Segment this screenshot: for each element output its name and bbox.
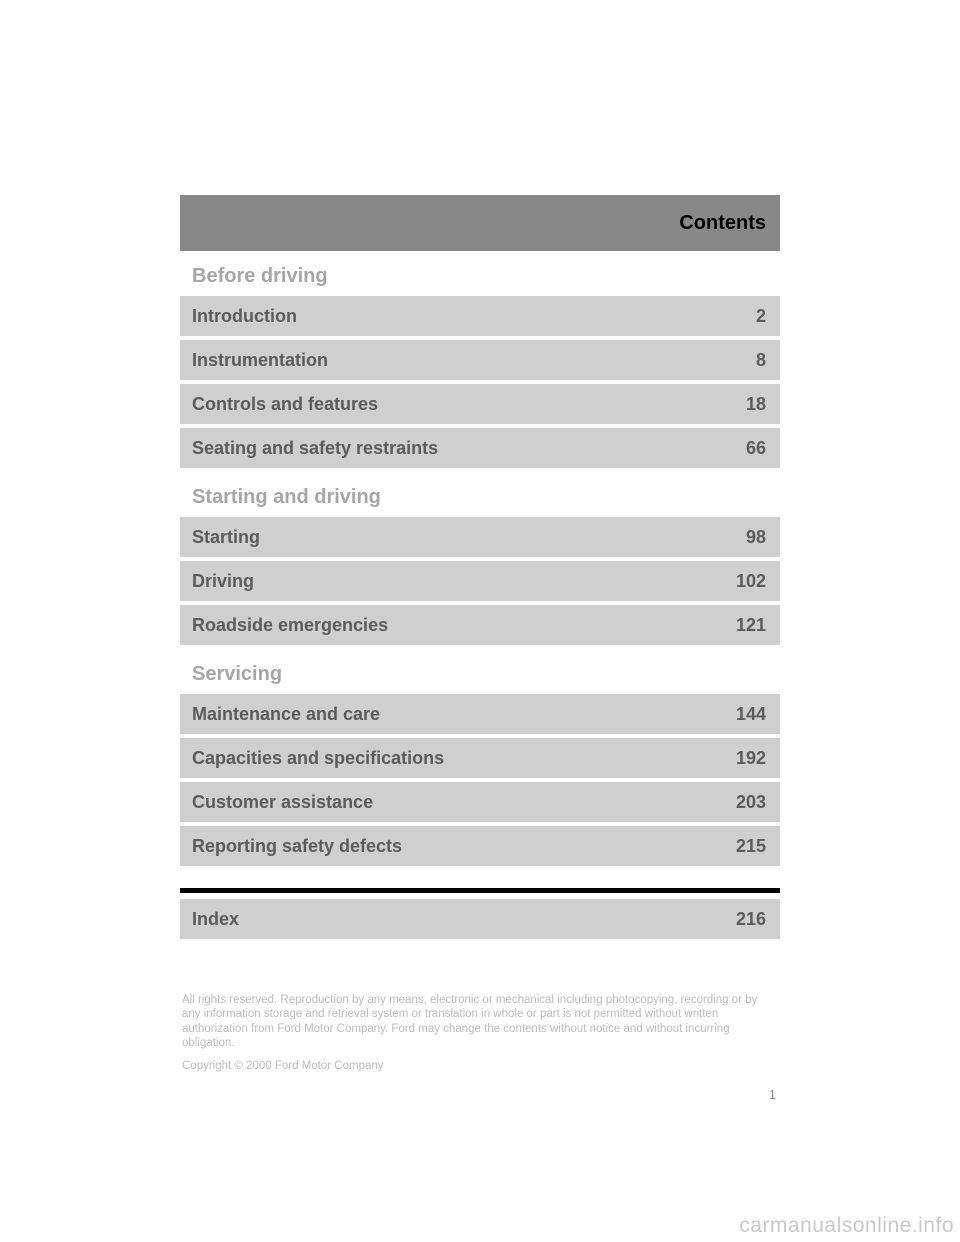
watermark: carmanualsonline.info bbox=[739, 1214, 954, 1238]
toc-label: Controls and features bbox=[192, 394, 378, 415]
title-bar: Contents bbox=[180, 195, 780, 251]
toc-row: Maintenance and care 144 bbox=[180, 694, 780, 738]
section-heading-starting-driving: Starting and driving bbox=[192, 486, 780, 509]
toc-page: 215 bbox=[736, 836, 766, 857]
toc-label: Introduction bbox=[192, 306, 297, 327]
legal-copyright: Copyright © 2000 Ford Motor Company bbox=[182, 1059, 778, 1073]
toc-label: Index bbox=[192, 909, 239, 930]
toc-row: Driving 102 bbox=[180, 561, 780, 605]
toc-page: 2 bbox=[756, 306, 766, 327]
toc-row: Seating and safety restraints 66 bbox=[180, 428, 780, 472]
toc-label: Maintenance and care bbox=[192, 704, 380, 725]
toc-label: Driving bbox=[192, 571, 254, 592]
toc-label: Roadside emergencies bbox=[192, 615, 388, 636]
toc-row: Customer assistance 203 bbox=[180, 782, 780, 826]
contents-page: Contents Before driving Introduction 2 I… bbox=[180, 195, 780, 1102]
toc-page: 66 bbox=[746, 438, 766, 459]
toc-row: Controls and features 18 bbox=[180, 384, 780, 428]
section-heading-servicing: Servicing bbox=[192, 663, 780, 686]
toc-label: Instrumentation bbox=[192, 350, 328, 371]
page-number: 1 bbox=[180, 1087, 780, 1102]
toc-page: 203 bbox=[736, 792, 766, 813]
toc-page: 8 bbox=[756, 350, 766, 371]
toc-page: 216 bbox=[736, 909, 766, 930]
section-heading-before-driving: Before driving bbox=[192, 265, 780, 288]
toc-row: Roadside emergencies 121 bbox=[180, 605, 780, 649]
toc-label: Customer assistance bbox=[192, 792, 373, 813]
legal-paragraph: All rights reserved. Reproduction by any… bbox=[182, 993, 778, 1051]
toc-row: Introduction 2 bbox=[180, 296, 780, 340]
toc-page: 144 bbox=[736, 704, 766, 725]
toc-page: 102 bbox=[736, 571, 766, 592]
toc-page: 121 bbox=[736, 615, 766, 636]
toc-label: Reporting safety defects bbox=[192, 836, 402, 857]
divider bbox=[180, 888, 780, 893]
toc-row: Starting 98 bbox=[180, 517, 780, 561]
toc-label: Seating and safety restraints bbox=[192, 438, 438, 459]
page-title: Contents bbox=[679, 212, 766, 235]
toc-row-index: Index 216 bbox=[180, 899, 780, 943]
toc-page: 18 bbox=[746, 394, 766, 415]
toc-label: Starting bbox=[192, 527, 260, 548]
toc-page: 192 bbox=[736, 748, 766, 769]
legal-block: All rights reserved. Reproduction by any… bbox=[180, 993, 780, 1073]
toc-label: Capacities and specifications bbox=[192, 748, 444, 769]
toc-page: 98 bbox=[746, 527, 766, 548]
toc-row: Instrumentation 8 bbox=[180, 340, 780, 384]
toc-row: Capacities and specifications 192 bbox=[180, 738, 780, 782]
toc-row: Reporting safety defects 215 bbox=[180, 826, 780, 870]
